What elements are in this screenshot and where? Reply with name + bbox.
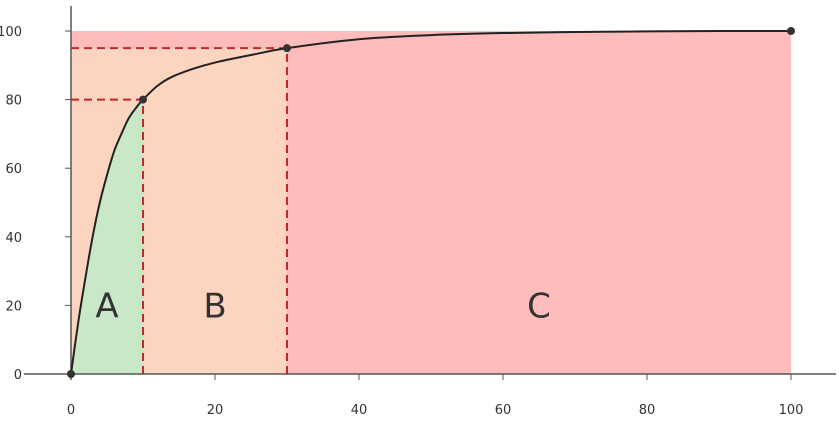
x-tick-label: 40 (351, 403, 368, 418)
cumulative-curve (70, 29, 792, 375)
x-tick-label: 20 (207, 403, 224, 418)
axes-layer (24, 6, 836, 380)
y-tick-label: 100 (0, 25, 22, 40)
y-tick-label: 40 (5, 231, 22, 246)
guide-lines-layer (71, 47, 288, 374)
curve-marker (787, 27, 795, 35)
region-c-area (287, 31, 791, 374)
x-tick-label: 0 (67, 403, 75, 418)
region-label-b: B (203, 286, 226, 326)
region-a-area (71, 99, 143, 374)
y-tick-label: 60 (5, 162, 22, 177)
region-a-upper-band (71, 31, 143, 374)
labels-layer: 0 20 40 60 80 100 0 20 40 60 80 100 A B C (0, 25, 803, 418)
curve-marker (139, 95, 147, 104)
region-top-strip (71, 31, 287, 49)
x-tick-label: 100 (779, 403, 804, 418)
markers-layer (67, 27, 795, 378)
y-tick-label: 20 (5, 299, 22, 314)
region-b-area (143, 48, 287, 375)
region-label-a: A (95, 286, 118, 326)
region-label-c: C (527, 286, 551, 326)
regions-layer (71, 31, 791, 375)
x-tick-label: 60 (495, 403, 512, 418)
curve-marker (283, 44, 291, 53)
curve-layer (70, 29, 792, 375)
x-tick-label: 80 (639, 403, 656, 418)
y-tick-label: 0 (14, 368, 22, 383)
y-tick-label: 80 (5, 94, 22, 109)
curve-marker (67, 370, 75, 378)
